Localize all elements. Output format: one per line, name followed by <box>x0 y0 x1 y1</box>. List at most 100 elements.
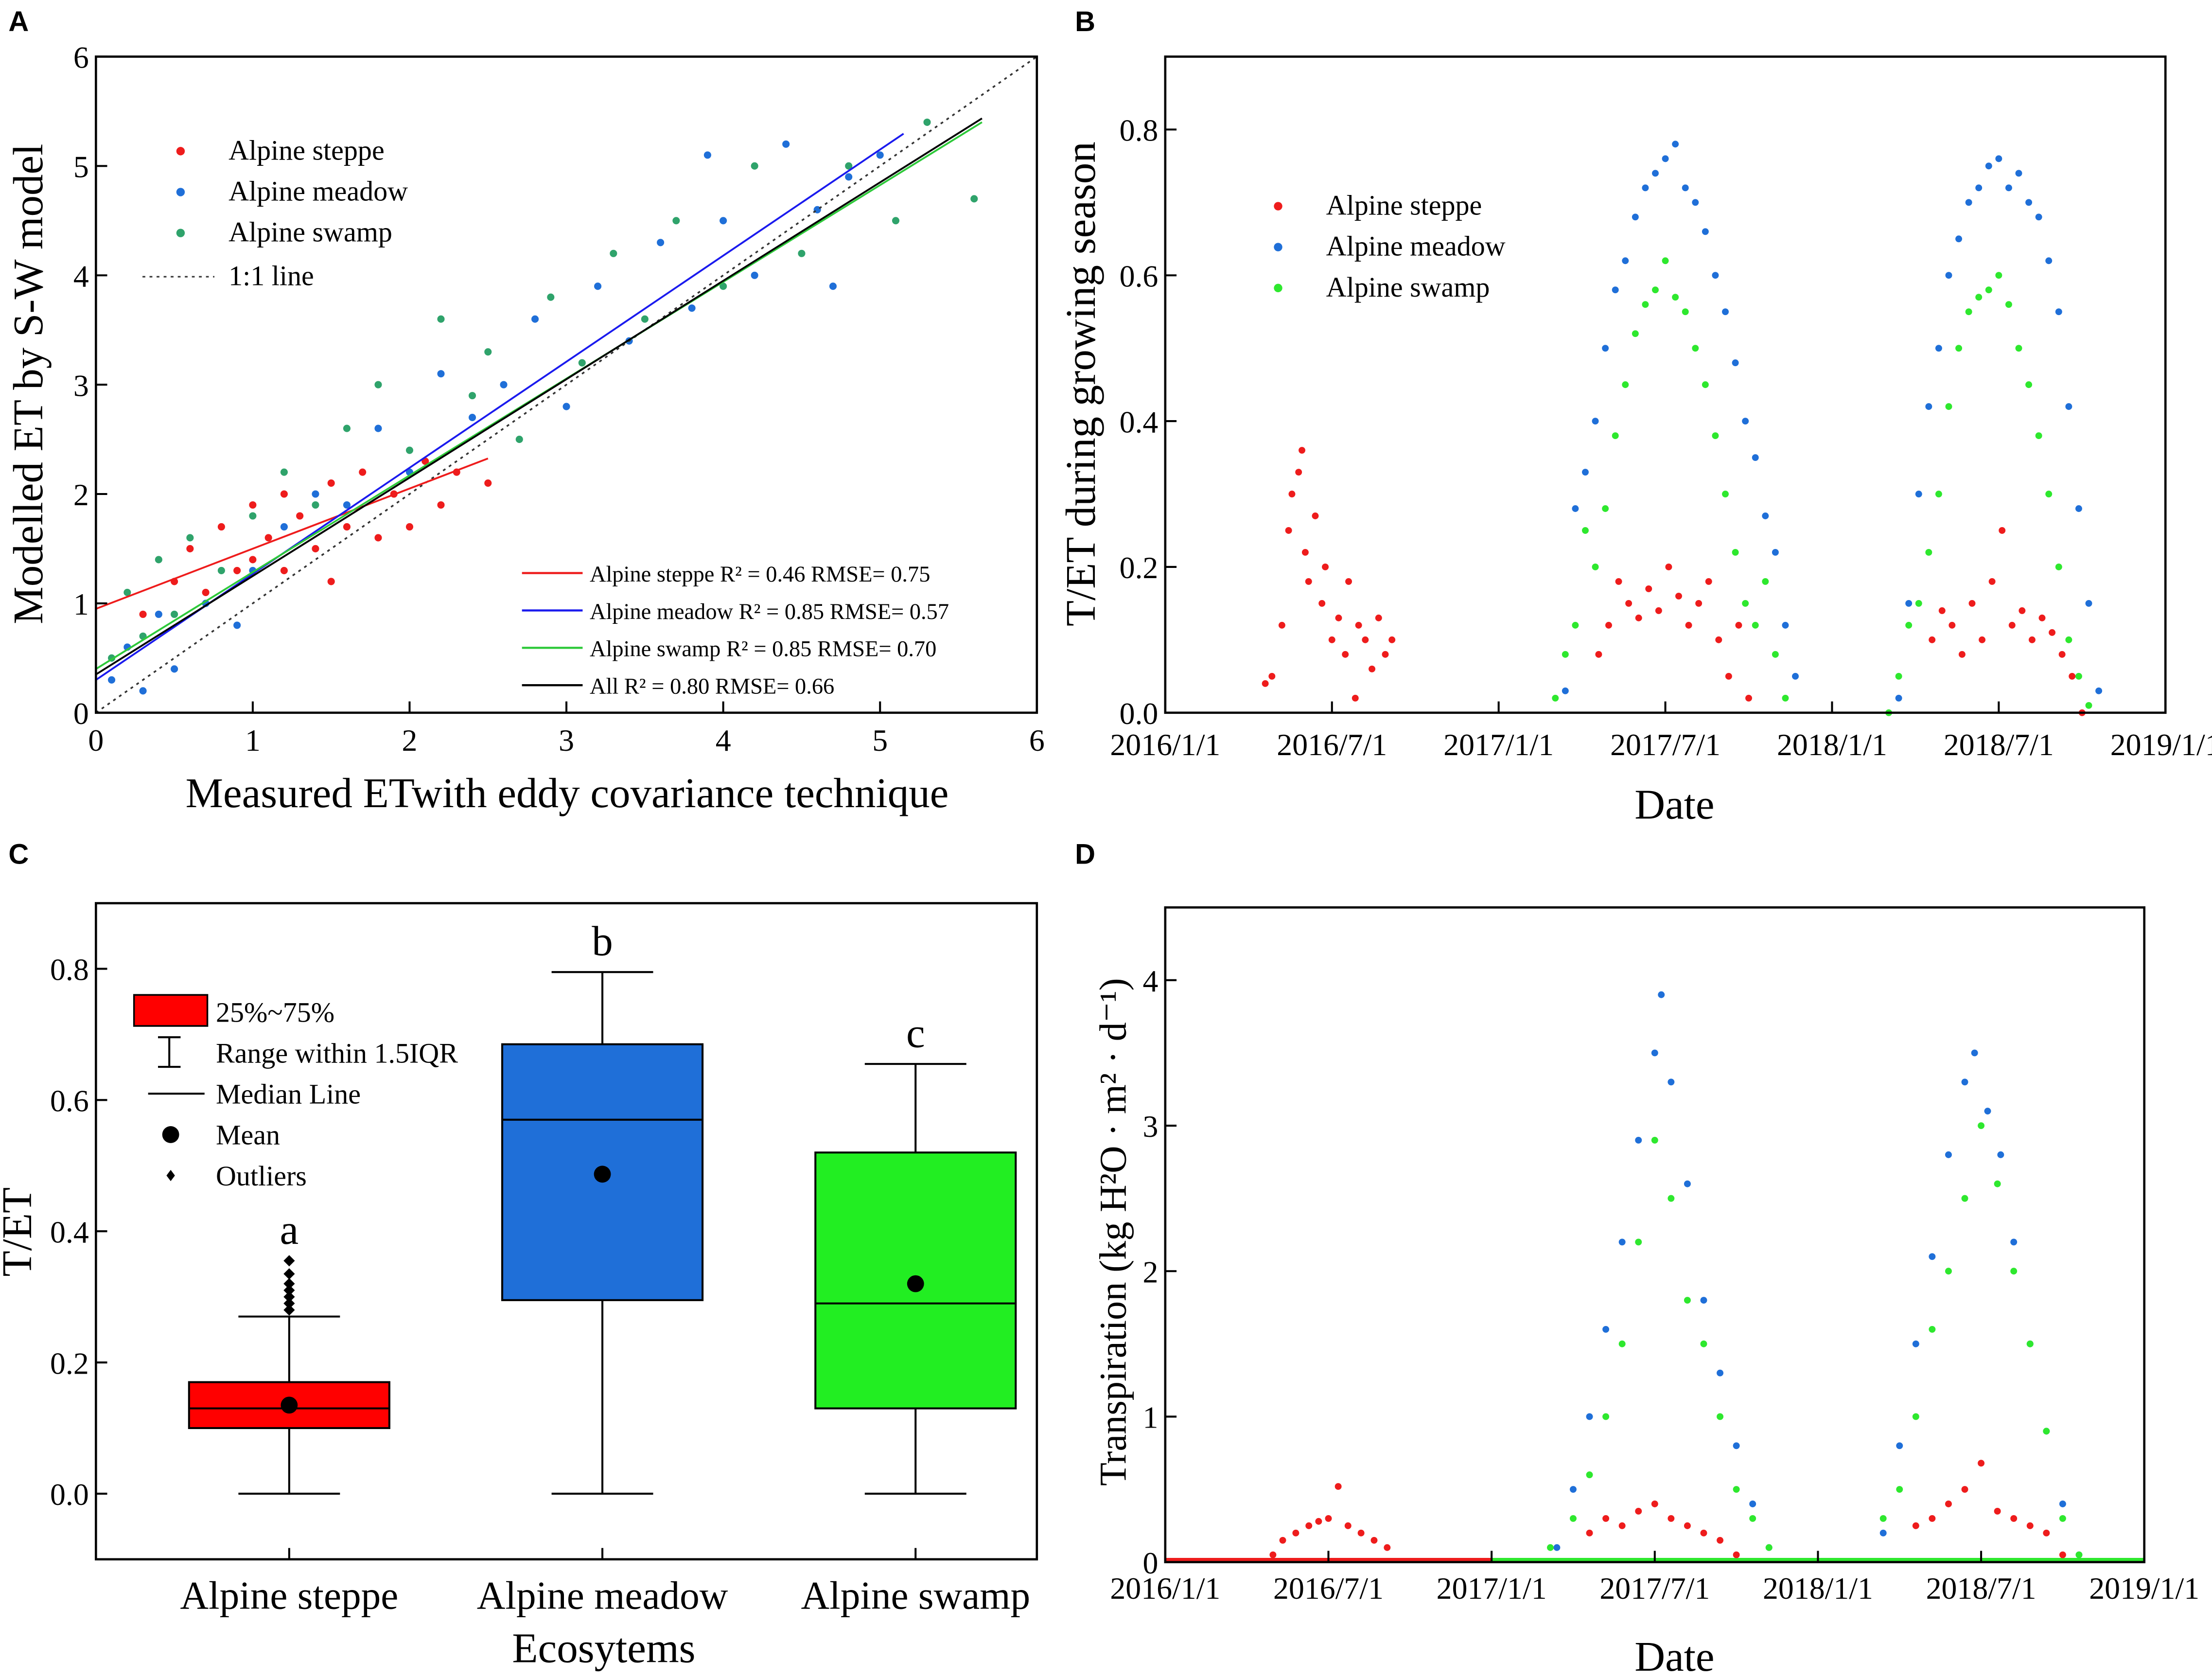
panel-a-point <box>108 676 116 684</box>
panel-b-point <box>1672 294 1679 301</box>
panel-a-point <box>186 534 194 542</box>
panel-b-point <box>1725 672 1732 680</box>
panel-b-legend-label: Alpine swamp <box>1326 271 1490 303</box>
panel-b-point <box>1632 330 1639 337</box>
panel-b-point <box>1895 694 1902 702</box>
panel-b-point <box>1672 141 1679 148</box>
panel-d-point <box>1749 1515 1756 1522</box>
panel-b-point <box>1328 636 1335 643</box>
panel-a-point <box>280 523 288 531</box>
panel-b-point <box>1652 286 1659 294</box>
panel-b-point <box>1299 447 1306 454</box>
panel-b-y-tick-label: 0.6 <box>1120 259 1159 293</box>
panel-a-y-axis-title: Modelled ET by S-W model <box>4 144 52 624</box>
panel-a-point <box>531 315 539 323</box>
panel-b-point <box>1925 548 1932 556</box>
panel-a-point <box>829 283 837 290</box>
panel-a-point <box>249 501 257 509</box>
panel-d-point <box>1749 1501 1756 1507</box>
panel-b-point <box>1735 621 1742 629</box>
panel-b-point <box>2015 170 2022 177</box>
panel-b-point <box>1312 512 1319 519</box>
panel-d-point <box>2010 1238 2018 1246</box>
panel-c-legend-label: Mean <box>216 1119 280 1151</box>
panel-a-y-tick-label: 5 <box>73 150 89 184</box>
panel-a-legend-label: Alpine meadow <box>228 175 408 207</box>
panel-d-x-tick-label: 2018/1/1 <box>1763 1571 1873 1606</box>
panel-a-point <box>892 217 900 225</box>
panel-a-point <box>437 501 445 509</box>
panel-b-point <box>2015 345 2022 352</box>
panel-d-point <box>1765 1544 1773 1551</box>
panel-a-point <box>233 566 241 574</box>
panel-d-y-tick-label: 3 <box>1142 1109 1158 1144</box>
panel-a-y-tick-label: 1 <box>73 587 89 621</box>
panel-d-point <box>1570 1486 1577 1493</box>
panel-b-point <box>1695 600 1703 607</box>
panel-a-point <box>155 556 162 564</box>
panel-d-point <box>2043 1428 2050 1435</box>
panel-a-point <box>405 523 414 531</box>
panel-a-point <box>437 315 445 323</box>
panel-b-point <box>2085 600 2092 607</box>
panel-d-point <box>1961 1078 1968 1086</box>
panel-b-legend-marker <box>1274 243 1282 251</box>
panel-c-mean-marker <box>594 1166 611 1183</box>
panel-b-point <box>1925 403 1932 410</box>
panel-letter-b: B <box>1075 6 1095 37</box>
panel-c-legend-label: Outliers <box>216 1160 307 1192</box>
panel-c-outlier <box>283 1285 295 1296</box>
panel-a-point <box>562 403 570 410</box>
panel-d-point <box>2043 1529 2050 1537</box>
panel-a-point <box>249 556 257 564</box>
panel-d-point <box>2075 1551 2083 1558</box>
panel-b-point <box>1335 614 1342 621</box>
panel-a-point <box>578 359 586 367</box>
panel-a-legend-marker <box>176 147 185 156</box>
panel-b-point <box>1382 651 1389 658</box>
panel-a-point <box>139 687 147 695</box>
panel-c-mean-marker <box>281 1396 298 1414</box>
panel-a-point <box>515 436 523 443</box>
panel-d-point <box>1658 991 1665 998</box>
panel-b-point <box>2065 636 2072 643</box>
panel-a-point <box>280 566 288 574</box>
panel-d-point <box>1292 1529 1299 1537</box>
panel-d-point <box>1602 1413 1610 1420</box>
panel-d-point <box>1896 1486 1903 1493</box>
panel-b-x-tick-label: 2017/1/1 <box>1443 727 1554 762</box>
panel-a-point <box>720 283 727 290</box>
panel-a-fit-line <box>95 117 983 675</box>
panel-a-point <box>171 610 178 618</box>
panel-b-point <box>1562 687 1569 694</box>
panel-c-boxplot: a Alpine steppe b Alpine meadow c Alpine swam… <box>50 902 1038 1617</box>
panel-d-point <box>1984 1108 1991 1115</box>
panel-a-x-axis-title: Measured ETwith eddy covariance techniqu… <box>186 769 949 816</box>
panel-d-point <box>1334 1483 1342 1490</box>
panel-b-point <box>1602 345 1609 352</box>
panel-d-point <box>1700 1340 1707 1347</box>
panel-b-point <box>1999 527 2006 534</box>
panel-b-y-axis-title: T/ET during growing season <box>1057 141 1104 626</box>
panel-b-point <box>1635 614 1642 621</box>
panel-c-y-tick-label: 0.2 <box>50 1346 89 1380</box>
panel-d-point <box>1269 1551 1277 1558</box>
panel-a-point <box>437 370 445 378</box>
panel-a-point <box>782 140 790 148</box>
panel-a-point <box>594 283 602 290</box>
panel-b-point <box>1552 694 1559 702</box>
panel-d-point <box>1315 1518 1322 1525</box>
panel-d-point <box>1733 1486 1740 1493</box>
panel-d-point <box>1879 1529 1887 1537</box>
panel-a-point <box>751 271 758 279</box>
panel-d-point <box>1733 1442 1740 1449</box>
panel-b-point <box>2028 636 2036 643</box>
panel-a-point <box>923 118 931 126</box>
panel-b-point <box>1655 607 1662 614</box>
panel-b-point <box>1685 621 1692 629</box>
panel-b-point <box>1355 621 1362 629</box>
panel-d-point <box>1994 1507 2001 1515</box>
panel-a-fit-line <box>95 133 904 681</box>
panel-b-point <box>1742 600 1749 607</box>
